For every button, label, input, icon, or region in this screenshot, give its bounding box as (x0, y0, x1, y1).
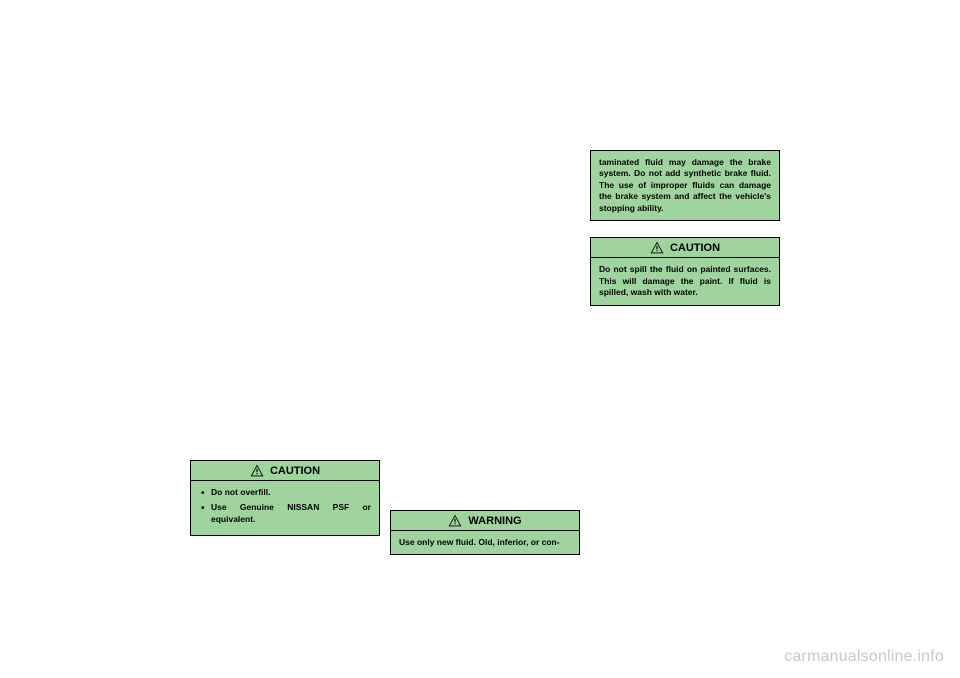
warning-label: WARNING (468, 515, 521, 527)
caution-bullet: Do not overfill. (199, 487, 371, 498)
column-2: WARNING Use only new fluid. Old, inferio… (390, 510, 580, 561)
warning-text: Use only new fluid. Old, inferior, or co… (399, 537, 560, 547)
caution-header: CAUTION (191, 461, 379, 481)
caution-body: Do not overfill. Use Genuine NISSAN PSF … (191, 481, 379, 535)
caution-label: CAUTION (270, 465, 320, 477)
warning-body: Use only new fluid. Old, inferior, or co… (391, 531, 579, 554)
warning-triangle-icon (448, 514, 462, 527)
warning-header: WARNING (391, 511, 579, 531)
caution-box-paint: CAUTION Do not spill the fluid on painte… (590, 237, 780, 305)
warning-continuation-box: taminated fluid may damage the brake sys… (590, 150, 780, 221)
caution-header: CAUTION (591, 238, 779, 258)
column-1: CAUTION Do not overfill. Use Genuine NIS… (190, 460, 380, 542)
warning-box-fluid: WARNING Use only new fluid. Old, inferio… (390, 510, 580, 555)
caution-label: CAUTION (670, 242, 720, 254)
watermark-text: carmanualsonline.info (784, 648, 944, 666)
warning-continuation-text: taminated fluid may damage the brake sys… (591, 151, 779, 220)
caution-body: Do not spill the fluid on painted surfac… (591, 258, 779, 304)
column-3: taminated fluid may damage the brake sys… (590, 150, 780, 312)
manual-page: CAUTION Do not overfill. Use Genuine NIS… (130, 60, 830, 600)
spacer (590, 227, 780, 237)
warning-triangle-icon (650, 241, 664, 254)
warning-triangle-icon (250, 464, 264, 477)
caution-box-psf: CAUTION Do not overfill. Use Genuine NIS… (190, 460, 380, 536)
caution-bullet: Use Genuine NISSAN PSF or equivalent. (199, 502, 371, 525)
